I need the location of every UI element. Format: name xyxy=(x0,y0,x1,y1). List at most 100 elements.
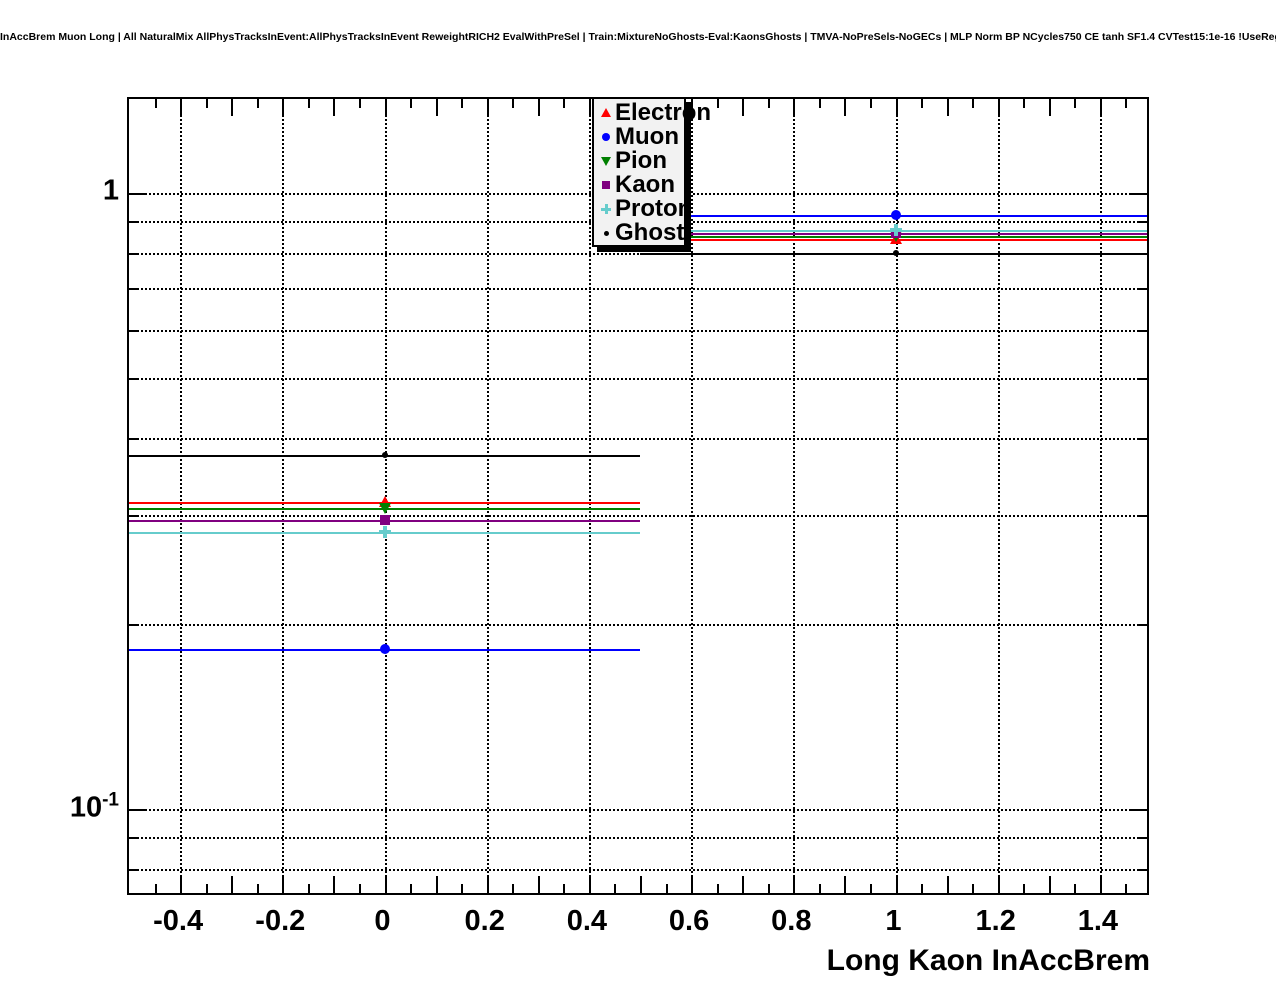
x-tick-top xyxy=(869,99,872,108)
y-tick-right xyxy=(1130,809,1147,812)
x-gridline xyxy=(793,99,796,893)
y-tick xyxy=(129,192,146,195)
data-marker-electron-glyph xyxy=(378,496,391,507)
x-tick xyxy=(818,884,821,893)
x-tick-top xyxy=(537,99,540,116)
y-tick xyxy=(129,378,138,381)
x-tick xyxy=(307,884,310,893)
legend-marker-dot-icon xyxy=(598,225,614,241)
y-tick-right xyxy=(1138,378,1147,381)
x-tick xyxy=(1099,876,1102,893)
x-tick xyxy=(154,884,157,893)
x-tick xyxy=(895,876,898,893)
x-tick xyxy=(869,884,872,893)
legend-item-label: Pion xyxy=(615,147,667,174)
x-tick-top xyxy=(461,99,464,108)
legend-item-ghost[interactable]: Ghost xyxy=(594,221,684,245)
legend-item-label: Kaon xyxy=(615,171,675,198)
y-tick xyxy=(129,623,138,626)
legend-marker-triangle-down-icon xyxy=(598,153,614,169)
x-tick-label: 0.4 xyxy=(566,905,608,937)
x-tick-label: 0.6 xyxy=(668,905,710,937)
y-tick xyxy=(129,515,138,518)
y-tick-exponent: -1 xyxy=(102,789,119,811)
legend-marker-glyph xyxy=(602,133,610,141)
legend-item-label: Muon xyxy=(615,123,679,150)
legend-item-pion[interactable]: Pion xyxy=(594,149,684,173)
x-tick-top xyxy=(333,99,336,116)
legend-item-label: Ghost xyxy=(615,219,685,246)
x-tick xyxy=(997,876,1000,893)
y-tick xyxy=(129,868,138,871)
legend-item-kaon[interactable]: Kaon xyxy=(594,173,684,197)
legend-item-label: Electron xyxy=(615,99,712,126)
x-tick xyxy=(1048,876,1051,893)
y-tick-right xyxy=(1138,329,1147,332)
y-gridline xyxy=(129,378,1147,381)
y-gridline xyxy=(129,438,1147,441)
x-tick-top xyxy=(921,99,924,108)
x-tick-top xyxy=(818,99,821,108)
x-tick-label: 1.2 xyxy=(975,905,1016,937)
x-tick xyxy=(844,876,847,893)
x-tick-top xyxy=(410,99,413,108)
x-tick xyxy=(742,876,745,893)
legend: Electron Muon Pion Kaon Proton Ghost xyxy=(592,97,711,247)
plot-area xyxy=(129,99,1147,893)
x-gridline xyxy=(180,99,183,893)
y-tick-right xyxy=(1138,868,1147,871)
data-marker-muon-glyph xyxy=(379,643,390,654)
legend-marker-cross-icon xyxy=(598,201,614,217)
x-tick-top xyxy=(1048,99,1051,116)
x-tick-top xyxy=(716,99,719,108)
y-gridline xyxy=(129,837,1147,840)
x-tick xyxy=(435,876,438,893)
x-tick-top xyxy=(844,99,847,116)
x-tick-label: 1.4 xyxy=(1077,905,1119,937)
x-tick xyxy=(1074,884,1077,893)
x-tick-top xyxy=(742,99,745,116)
x-gridline xyxy=(282,99,285,893)
legend-marker-triangle-up-icon xyxy=(598,105,614,121)
legend-marker-glyph xyxy=(602,181,610,189)
x-gridline xyxy=(486,99,489,893)
x-tick xyxy=(282,876,285,893)
x-tick-top xyxy=(256,99,259,108)
x-tick-top xyxy=(512,99,515,108)
x-tick xyxy=(486,876,489,893)
x-tick xyxy=(256,884,259,893)
x-axis-title: Long Kaon InAccBrem xyxy=(826,944,1150,977)
x-tick-top xyxy=(205,99,208,108)
x-tick-label: 1 xyxy=(885,905,902,937)
x-tick xyxy=(793,876,796,893)
y-tick-right xyxy=(1138,837,1147,840)
legend-item-label: Proton xyxy=(615,195,693,222)
x-tick xyxy=(716,884,719,893)
y-gridline xyxy=(129,809,1147,812)
y-tick-label: 1 xyxy=(102,174,119,207)
x-tick xyxy=(333,876,336,893)
legend-marker-square-icon xyxy=(598,177,614,193)
y-gridline xyxy=(129,252,1147,255)
x-tick xyxy=(384,876,387,893)
x-tick-top xyxy=(997,99,1000,116)
legend-item-muon[interactable]: Muon xyxy=(594,125,684,149)
legend-item-proton[interactable]: Proton xyxy=(594,197,692,221)
y-gridline xyxy=(129,623,1147,626)
x-tick xyxy=(972,884,975,893)
x-tick xyxy=(512,884,515,893)
x-tick-top xyxy=(1023,99,1026,108)
y-tick-right xyxy=(1138,438,1147,441)
legend-item-electron[interactable]: Electron xyxy=(594,101,711,125)
data-marker-muon-glyph xyxy=(890,210,901,221)
data-marker-kaon-glyph xyxy=(379,514,390,525)
x-tick-top xyxy=(1099,99,1102,116)
x-tick xyxy=(946,876,949,893)
x-tick xyxy=(358,884,361,893)
x-tick xyxy=(767,884,770,893)
x-tick-top xyxy=(307,99,310,108)
y-tick xyxy=(129,329,138,332)
y-tick xyxy=(129,221,138,224)
x-gridline xyxy=(997,99,1000,893)
